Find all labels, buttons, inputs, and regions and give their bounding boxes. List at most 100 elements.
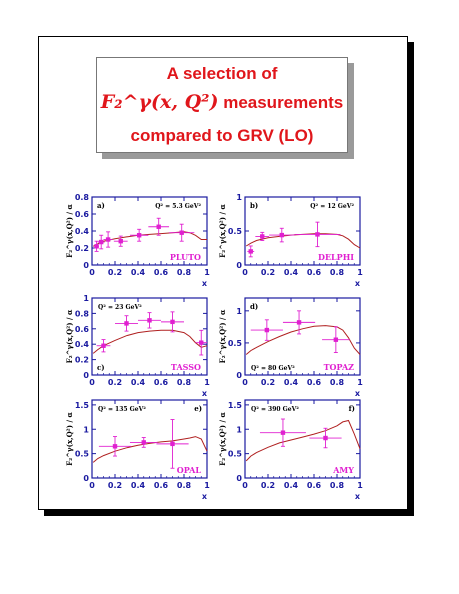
data-point (156, 224, 161, 229)
y-axis-label: F₂^γ(x,Q²) / α (218, 204, 227, 258)
experiment-label: DELPHI (318, 252, 354, 262)
x-tick-label: 1 (357, 481, 363, 490)
y-tick-label: 1 (236, 425, 242, 434)
y-tick-label: 0.6 (75, 210, 90, 219)
x-tick-label: 0.2 (108, 481, 122, 490)
y-tick-label: 0 (83, 371, 89, 380)
panel-label: c) (97, 363, 105, 372)
data-point (94, 244, 99, 249)
y-tick-label: 0.6 (75, 325, 90, 334)
y-tick-label: 0.4 (75, 340, 90, 349)
x-tick-label: 0.2 (108, 378, 122, 387)
x-tick-label: 0.8 (330, 481, 345, 490)
grv-curve (92, 329, 208, 354)
data-point (333, 337, 339, 342)
y-tick-label: 1.5 (75, 401, 90, 410)
y-tick-label: 0 (236, 474, 242, 483)
experiment-label: PLUTO (170, 252, 201, 262)
grv-curve (92, 436, 208, 463)
y-tick-label: 1 (83, 425, 89, 434)
panel-label: a) (97, 201, 105, 210)
data-point (279, 232, 284, 238)
title-formula: F₂^γ(x, Q²) (100, 91, 219, 113)
data-point (105, 237, 111, 242)
panel-label: f) (349, 404, 355, 413)
x-axis-label: x (355, 492, 361, 501)
y-axis-label: F₂^γ(x,Q²) / α (218, 412, 227, 466)
y-tick-label: 0.5 (228, 339, 243, 348)
y-tick-label: 0.4 (75, 227, 90, 236)
title-line-3: compared to GRV (LO) (130, 126, 314, 145)
experiment-label: TASSO (171, 362, 201, 372)
y-tick-label: 0 (83, 474, 89, 483)
data-point (118, 239, 123, 244)
data-point (136, 233, 142, 238)
y-tick-label: 0.8 (75, 309, 90, 318)
x-tick-label: 0.2 (261, 268, 275, 277)
panel-c: 0 0.2 0.4 0.6 0.8 1 0 0.2 0.4 0.6 0.8 1 x F₂^γ(x,Q²) … (65, 294, 210, 398)
experiment-label: OPAL (177, 465, 202, 475)
y-tick-label: 0.8 (75, 193, 90, 202)
x-tick-label: 0.4 (131, 481, 146, 490)
grv-curve (245, 419, 361, 462)
data-point (260, 234, 265, 239)
data-point (323, 435, 328, 441)
x-tick-label: 1 (204, 268, 210, 277)
x-tick-label: 1 (204, 378, 210, 387)
x-tick-label: 0 (89, 378, 95, 387)
data-point (199, 340, 204, 345)
data-point (264, 327, 270, 333)
panel-d: 0 0.2 0.4 0.6 0.8 1 0 0.5 1 x F₂^γ(x,Q²) / α d) Q² =… (218, 297, 363, 398)
x-tick-label: 0.2 (261, 378, 275, 387)
x-tick-label: 0.8 (177, 378, 192, 387)
x-tick-label: 0.6 (154, 378, 169, 387)
x-axis-label: x (202, 279, 208, 288)
title-line-1: A selection of (166, 64, 278, 83)
q2-label: Q² = 390 GeV² (251, 406, 299, 413)
data-point (170, 319, 175, 325)
y-tick-label: 1 (236, 193, 242, 202)
y-tick-label: 0.5 (228, 227, 243, 236)
q2-label: Q² = 5.3 GeV² (155, 203, 201, 210)
x-tick-label: 0.4 (131, 268, 146, 277)
panel-b: 0 0.2 0.4 0.6 0.8 1 0 0.5 1 x F₂^γ(x,Q²) / α b) Q² =… (218, 193, 363, 288)
panel-e: 0 0.2 0.4 0.6 0.8 1 0 0.5 1 1.5 x F₂^γ(x,Q²) / α e) Q… (65, 399, 210, 501)
grv-curve (245, 325, 361, 355)
title-measurements: measurements (223, 93, 344, 112)
x-tick-label: 0.2 (261, 481, 275, 490)
panel-label: e) (194, 404, 202, 413)
experiment-label: TOPAZ (324, 362, 355, 372)
y-tick-label: 0.5 (228, 450, 243, 459)
y-tick-label: 0.2 (75, 244, 89, 253)
x-tick-label: 0.4 (284, 378, 299, 387)
x-tick-label: 0.6 (154, 481, 169, 490)
x-tick-label: 0 (89, 268, 95, 277)
x-tick-label: 0 (242, 378, 248, 387)
data-point (147, 318, 152, 323)
y-axis-label: F₂^γ(x,Q²) / α (218, 309, 227, 363)
y-tick-label: 0 (236, 261, 242, 270)
y-tick-label: 1.5 (228, 401, 243, 410)
x-axis-label: x (355, 279, 361, 288)
y-axis-label: F₂^γ(x,Q²) / α (65, 412, 74, 466)
data-point (315, 232, 320, 237)
x-tick-label: 0.8 (330, 268, 345, 277)
data-point (179, 230, 184, 235)
x-tick-label: 0.4 (131, 378, 146, 387)
x-tick-label: 0.6 (307, 378, 322, 387)
x-tick-label: 1 (357, 378, 363, 387)
y-tick-label: 1 (236, 307, 242, 316)
x-axis-label: x (202, 389, 208, 398)
x-tick-label: 0.6 (307, 481, 322, 490)
y-tick-label: 0 (236, 371, 242, 380)
y-tick-label: 0.5 (75, 450, 90, 459)
grv-curve (92, 231, 207, 247)
x-tick-label: 1 (357, 268, 363, 277)
data-point (99, 239, 104, 245)
q2-label: Q² = 12 GeV² (310, 203, 354, 210)
x-tick-label: 0.4 (284, 481, 299, 490)
q2-label: Q² = 135 GeV² (98, 406, 146, 413)
x-tick-label: 0 (242, 481, 248, 490)
x-tick-label: 0.8 (177, 268, 192, 277)
